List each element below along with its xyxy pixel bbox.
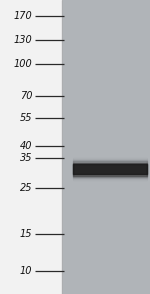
Text: 170: 170 — [14, 11, 32, 21]
Bar — [62, 0, 150, 294]
Text: 40: 40 — [20, 141, 32, 151]
Bar — [0, 0, 62, 294]
Text: 130: 130 — [14, 36, 32, 46]
Text: 100: 100 — [14, 59, 32, 69]
Text: 25: 25 — [20, 183, 32, 193]
Bar — [73, 163, 147, 176]
Bar — [73, 161, 147, 177]
Text: 35: 35 — [20, 153, 32, 163]
Bar — [73, 158, 147, 180]
Text: 15: 15 — [20, 229, 32, 239]
Bar — [73, 160, 147, 178]
Text: 70: 70 — [20, 91, 32, 101]
Bar — [73, 159, 147, 179]
Text: 55: 55 — [20, 113, 32, 123]
Bar — [73, 157, 147, 181]
Text: 10: 10 — [20, 265, 32, 275]
Bar — [73, 156, 147, 183]
Bar — [73, 164, 147, 174]
